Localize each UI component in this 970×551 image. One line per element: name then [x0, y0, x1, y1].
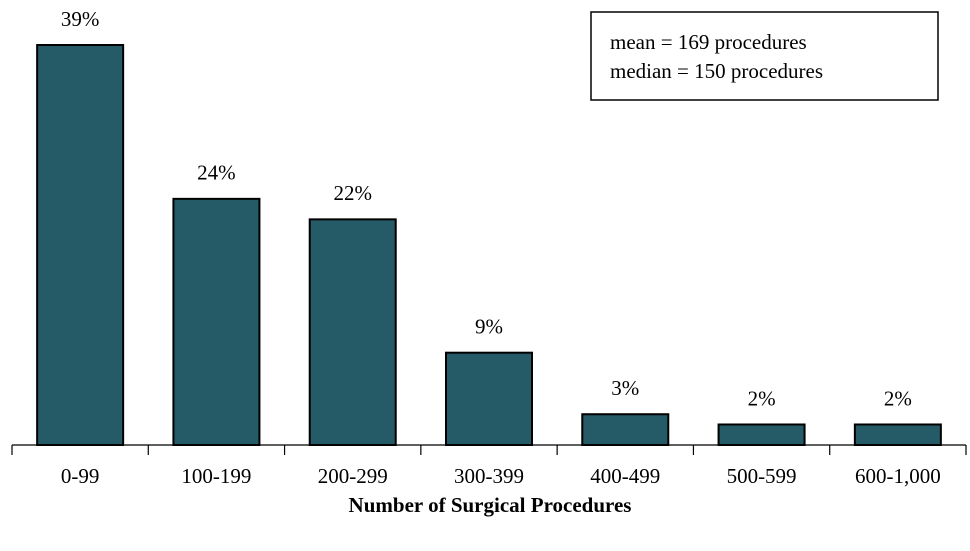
value-label: 3% [611, 376, 639, 400]
x-tick-label: 300-399 [454, 464, 524, 488]
bar [717, 423, 806, 447]
bar [853, 423, 942, 447]
bar [36, 44, 125, 446]
annotation: mean = 169 procedures [610, 30, 807, 54]
value-label: 2% [748, 386, 776, 410]
bar [172, 197, 261, 446]
value-label: 22% [333, 181, 372, 205]
x-tick-label: 600-1,000 [855, 464, 941, 488]
x-tick-label: 200-299 [318, 464, 388, 488]
x-tick-label: 400-499 [590, 464, 660, 488]
x-tick-label: 500-599 [727, 464, 797, 488]
bar [445, 351, 533, 447]
annotation: median = 150 procedures [610, 59, 823, 83]
value-label: 2% [884, 386, 912, 410]
value-label: 9% [475, 315, 503, 339]
value-label: 24% [197, 161, 236, 185]
bar [581, 413, 670, 447]
x-tick-label: 100-199 [181, 464, 251, 488]
annotation-box [590, 11, 939, 101]
x-axis-title: Number of Surgical Procedures [349, 493, 632, 517]
value-label: 39% [61, 7, 100, 31]
x-tick-label: 0-99 [61, 464, 100, 488]
bar [308, 218, 397, 446]
